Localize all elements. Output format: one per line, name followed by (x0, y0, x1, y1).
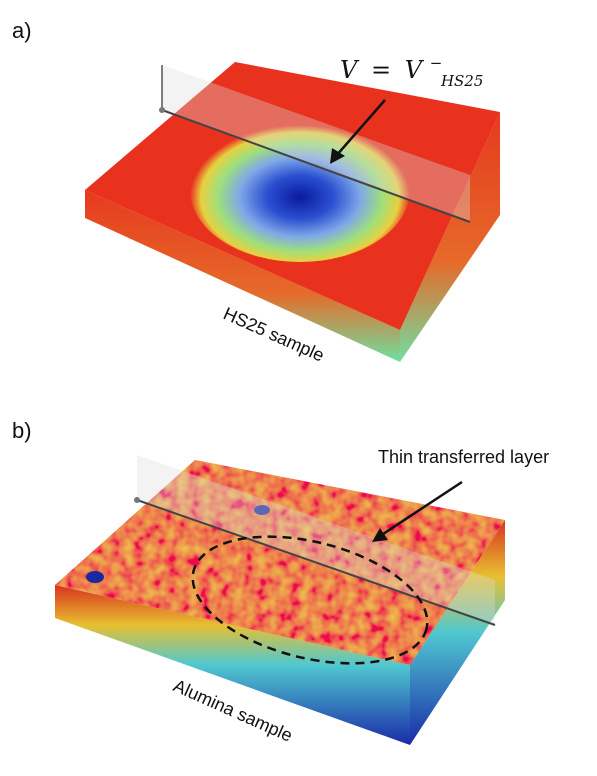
arrow (379, 480, 463, 538)
annotation-math: V = V − HS25 (340, 46, 483, 90)
arrow (335, 99, 386, 157)
arrowhead (372, 528, 388, 542)
handle (159, 107, 165, 113)
arrowhead (330, 148, 345, 164)
math-lhs: V (340, 56, 360, 84)
math-superscript: − (430, 54, 443, 72)
math-operator: = (371, 56, 391, 84)
panel-label: b) (12, 418, 32, 443)
slab-side (410, 520, 505, 745)
section-line (161, 109, 471, 223)
pit (254, 505, 270, 515)
dashed-outline (191, 535, 429, 665)
handle (134, 497, 140, 503)
section-plane (162, 65, 470, 222)
section-line (136, 499, 496, 626)
annotation-text: Thin transferred layer (378, 447, 549, 467)
slab-side (85, 190, 400, 362)
pit (86, 571, 104, 583)
slab-side (55, 585, 410, 745)
crater (190, 118, 410, 262)
math-subscript: HS25 (440, 72, 483, 90)
math-rhs: V (405, 56, 425, 84)
section-plane (137, 455, 495, 625)
slab-side (400, 112, 500, 362)
panel-label: a) (12, 18, 32, 43)
